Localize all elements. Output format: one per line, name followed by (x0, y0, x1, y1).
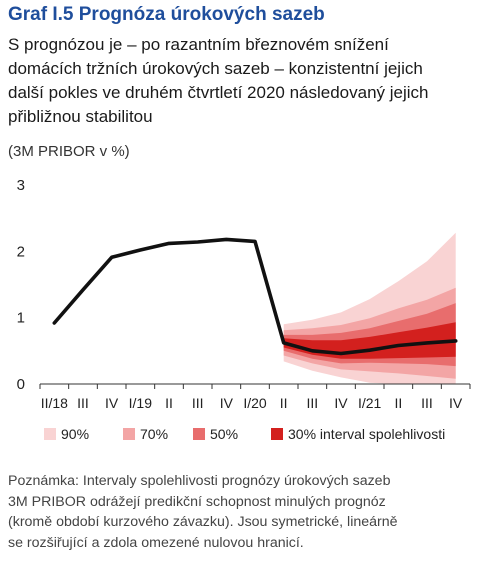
x-tick-label: I/19 (129, 395, 153, 411)
x-tick-label: IV (449, 395, 463, 411)
legend-label-2: 70% (140, 426, 168, 442)
note-line-2: 3M PRIBOR odrážejí predikční schopnost m… (8, 493, 386, 510)
note-line-4: se rozšiřující a zdola omezené nulovou h… (8, 534, 304, 551)
y-tick-label: 3 (17, 177, 25, 194)
legend-swatch-1 (44, 428, 56, 440)
x-tick-label: II (165, 395, 173, 411)
subtitle-line-4: přibližnou stabilitou (8, 107, 153, 126)
subtitle-line-2: domácích tržních úrokových sazeb – konzi… (8, 59, 423, 78)
chart-subtitle: S prognózou je – po razantním březnovém … (8, 33, 478, 129)
y-tick-label: 0 (17, 376, 25, 393)
series-line-1 (52, 237, 458, 356)
x-tick-label: IV (220, 395, 234, 411)
subtitle-line-3: další pokles ve druhém čtvrtletí 2020 ná… (8, 83, 429, 102)
series-layer (52, 237, 458, 356)
x-tick-label: III (306, 395, 318, 411)
note-line-1: Poznámka: Intervaly spolehlivosti prognó… (8, 473, 391, 489)
y-tick-label: 1 (17, 310, 25, 327)
x-tick-label: IV (334, 395, 348, 411)
x-tick-label: IV (105, 395, 119, 411)
subtitle-line-1: S prognózou je – po razantním březnovém … (8, 35, 389, 54)
legend: 90% 70% 50% 30% interval spolehlivosti (44, 426, 445, 442)
x-tick-label: I/21 (358, 395, 382, 411)
x-tick-label: III (192, 395, 204, 411)
legend-swatch-2 (123, 428, 135, 440)
x-tick-label: III (77, 395, 89, 411)
legend-label-3: 50% (210, 426, 238, 442)
legend-label-4: 30% interval spolehlivosti (288, 426, 445, 442)
confidence-bands (283, 232, 456, 384)
note: Poznámka: Intervaly spolehlivosti prognó… (8, 471, 478, 553)
note-line-3: (kromě období kurzového závazku). Jsou s… (8, 514, 398, 530)
units-label: (3M PRIBOR v %) (8, 143, 130, 160)
y-tick-label: 2 (17, 243, 25, 260)
x-tick-label: II (280, 395, 288, 411)
x-tick-label: III (421, 395, 433, 411)
x-tick-label: II (394, 395, 402, 411)
legend-swatch-4 (271, 428, 283, 440)
x-tick-label: II/18 (41, 395, 68, 411)
chart-title: Graf I.5 Prognóza úrokových sazeb (8, 4, 325, 25)
band-4 (283, 322, 456, 359)
y-axis: 0 1 2 3 (17, 177, 25, 393)
x-tick-label: I/20 (243, 395, 267, 411)
legend-swatch-3 (193, 428, 205, 440)
x-axis: II/18 III IV I/19 II III IV I/20 II III IV I/21 II II… (39, 383, 471, 411)
legend-label-1: 90% (61, 426, 89, 442)
